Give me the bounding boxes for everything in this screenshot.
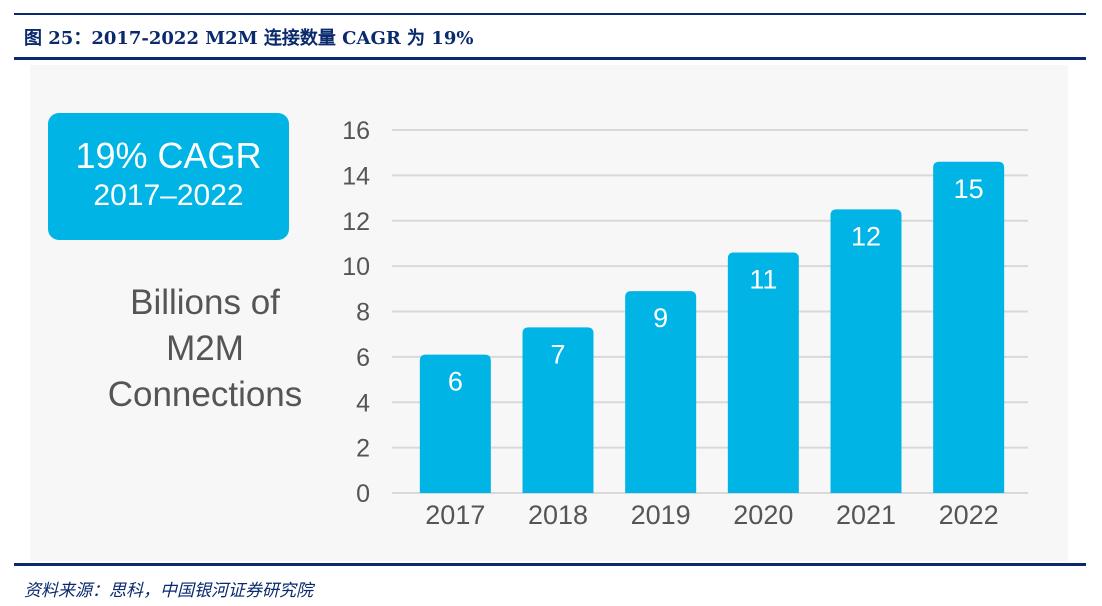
bar-value-label: 15 — [954, 174, 984, 204]
title-underline — [14, 57, 1086, 60]
y-tick-label: 0 — [356, 480, 370, 508]
bar — [933, 161, 1005, 493]
y-tick-label: 6 — [356, 344, 370, 372]
y-tick-label: 2 — [356, 435, 370, 463]
y-tick-label: 16 — [342, 117, 370, 145]
bar — [727, 252, 799, 493]
bar-value-label: 12 — [851, 221, 881, 251]
y-axis-label-line-2: M2M — [166, 329, 244, 368]
bar-value-label: 9 — [653, 303, 668, 333]
bar — [625, 291, 697, 493]
bar-value-label: 7 — [550, 339, 565, 369]
cagr-period: 2017–2022 — [93, 179, 244, 212]
y-tick-label: 14 — [342, 162, 370, 190]
y-tick-label: 8 — [356, 299, 370, 327]
top-rule — [14, 13, 1086, 15]
y-axis-label: Billions of M2M Connections — [70, 280, 340, 418]
cagr-badge: 19% CAGR 2017–2022 — [48, 113, 289, 240]
y-axis-label-line-3: Connections — [107, 375, 303, 414]
bar-value-label: 11 — [749, 265, 777, 295]
y-tick-label: 10 — [342, 253, 370, 281]
x-category-label: 2021 — [836, 500, 896, 530]
x-category-label: 2019 — [631, 500, 691, 530]
bottom-rule — [14, 563, 1086, 566]
y-tick-label: 12 — [342, 208, 370, 236]
x-category-label: 2022 — [939, 500, 999, 530]
x-category-label: 2017 — [425, 500, 485, 530]
bar-value-label: 6 — [448, 367, 463, 397]
y-tick-label: 4 — [356, 389, 370, 417]
cagr-value: 19% CAGR — [75, 135, 262, 176]
bar — [830, 209, 902, 493]
bar — [419, 354, 491, 493]
source-note: 资料来源：思科，中国银河证券研究院 — [24, 581, 313, 601]
x-category-label: 2020 — [733, 500, 793, 530]
x-category-label: 2018 — [528, 500, 588, 530]
figure-title: 图 25：2017-2022 M2M 连接数量 CAGR 为 19% — [24, 28, 474, 49]
bar — [522, 327, 594, 493]
y-axis-label-line-1: Billions of — [130, 283, 280, 322]
